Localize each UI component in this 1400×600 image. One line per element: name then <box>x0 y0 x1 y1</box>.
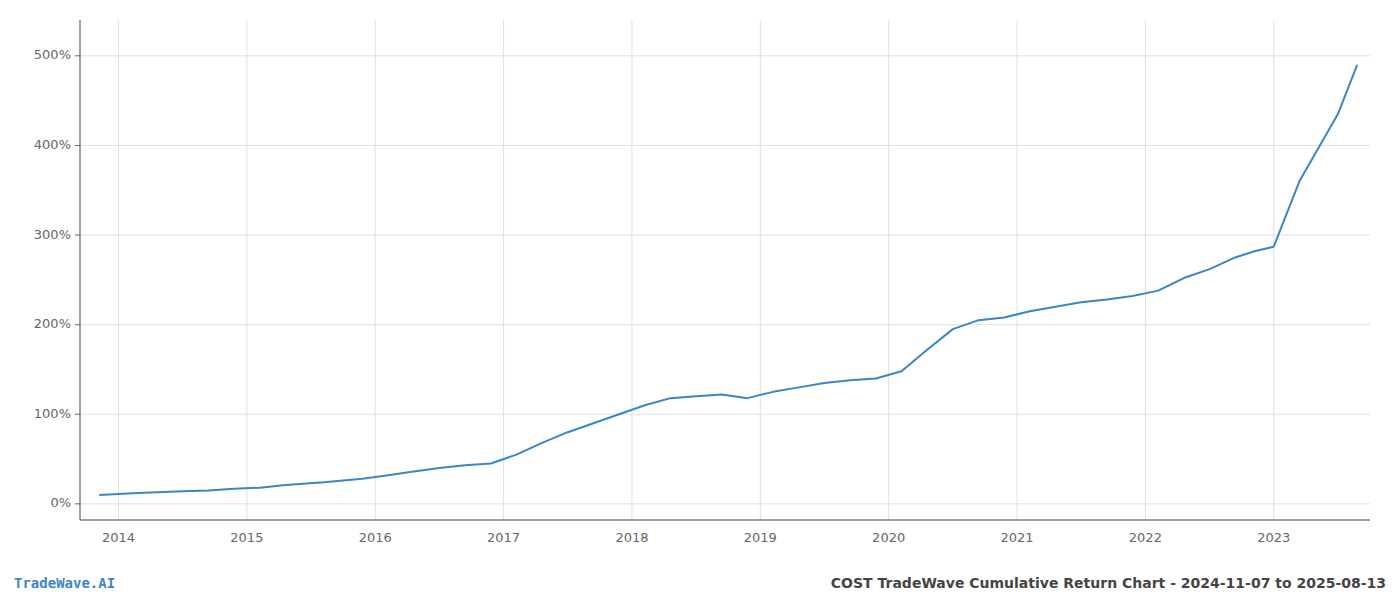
x-grid-line <box>1017 20 1018 520</box>
x-grid-line <box>375 20 376 520</box>
y-grid-line <box>80 235 1370 236</box>
x-axis-line <box>80 520 1370 521</box>
x-tick-label: 2014 <box>102 530 135 545</box>
y-grid-line <box>80 414 1370 415</box>
x-grid-line <box>246 20 247 520</box>
watermark: TradeWave.AI <box>14 575 115 591</box>
x-tick-label: 2023 <box>1257 530 1290 545</box>
x-grid-line <box>631 20 632 520</box>
x-tick-label: 2022 <box>1129 530 1162 545</box>
x-tick-label: 2018 <box>615 530 648 545</box>
y-grid-line <box>80 324 1370 325</box>
y-tick <box>75 145 80 146</box>
x-grid-line <box>503 20 504 520</box>
line <box>99 65 1357 495</box>
y-tick-label: 400% <box>34 137 71 152</box>
plot-area <box>99 65 1357 495</box>
y-tick <box>75 503 80 504</box>
x-tick-label: 2020 <box>872 530 905 545</box>
y-tick-label: 200% <box>34 316 71 331</box>
y-grid-line <box>80 145 1370 146</box>
x-tick-label: 2021 <box>1000 530 1033 545</box>
title: COST TradeWave Cumulative Return Chart -… <box>831 575 1386 591</box>
y-axis-line <box>80 20 81 520</box>
x-tick-label: 2019 <box>744 530 777 545</box>
y-tick-label: 100% <box>34 406 71 421</box>
x-grid-line <box>1273 20 1274 520</box>
x-grid-line <box>118 20 119 520</box>
x-grid-line <box>760 20 761 520</box>
y-tick <box>75 414 80 415</box>
x-grid-line <box>1145 20 1146 520</box>
x-tick-label: 2016 <box>359 530 392 545</box>
y-grid-line <box>80 503 1370 504</box>
x-tick-label: 2015 <box>230 530 263 545</box>
x-tick-label: 2017 <box>487 530 520 545</box>
y-tick-label: 300% <box>34 227 71 242</box>
chart: 0% 100% 200% 300% 400% 500% 2014 2015 2016 2017 20… <box>0 0 1400 600</box>
grid <box>80 20 1370 520</box>
y-tick-label: 0% <box>50 495 71 510</box>
y-tick <box>75 55 80 56</box>
x-grid-line <box>888 20 889 520</box>
y-tick <box>75 235 80 236</box>
y-grid-line <box>80 55 1370 56</box>
y-tick <box>75 324 80 325</box>
axes: 0% 100% 200% 300% 400% 500% 2014 2015 2016 2017 20… <box>34 20 1370 545</box>
y-tick-label: 500% <box>34 47 71 62</box>
